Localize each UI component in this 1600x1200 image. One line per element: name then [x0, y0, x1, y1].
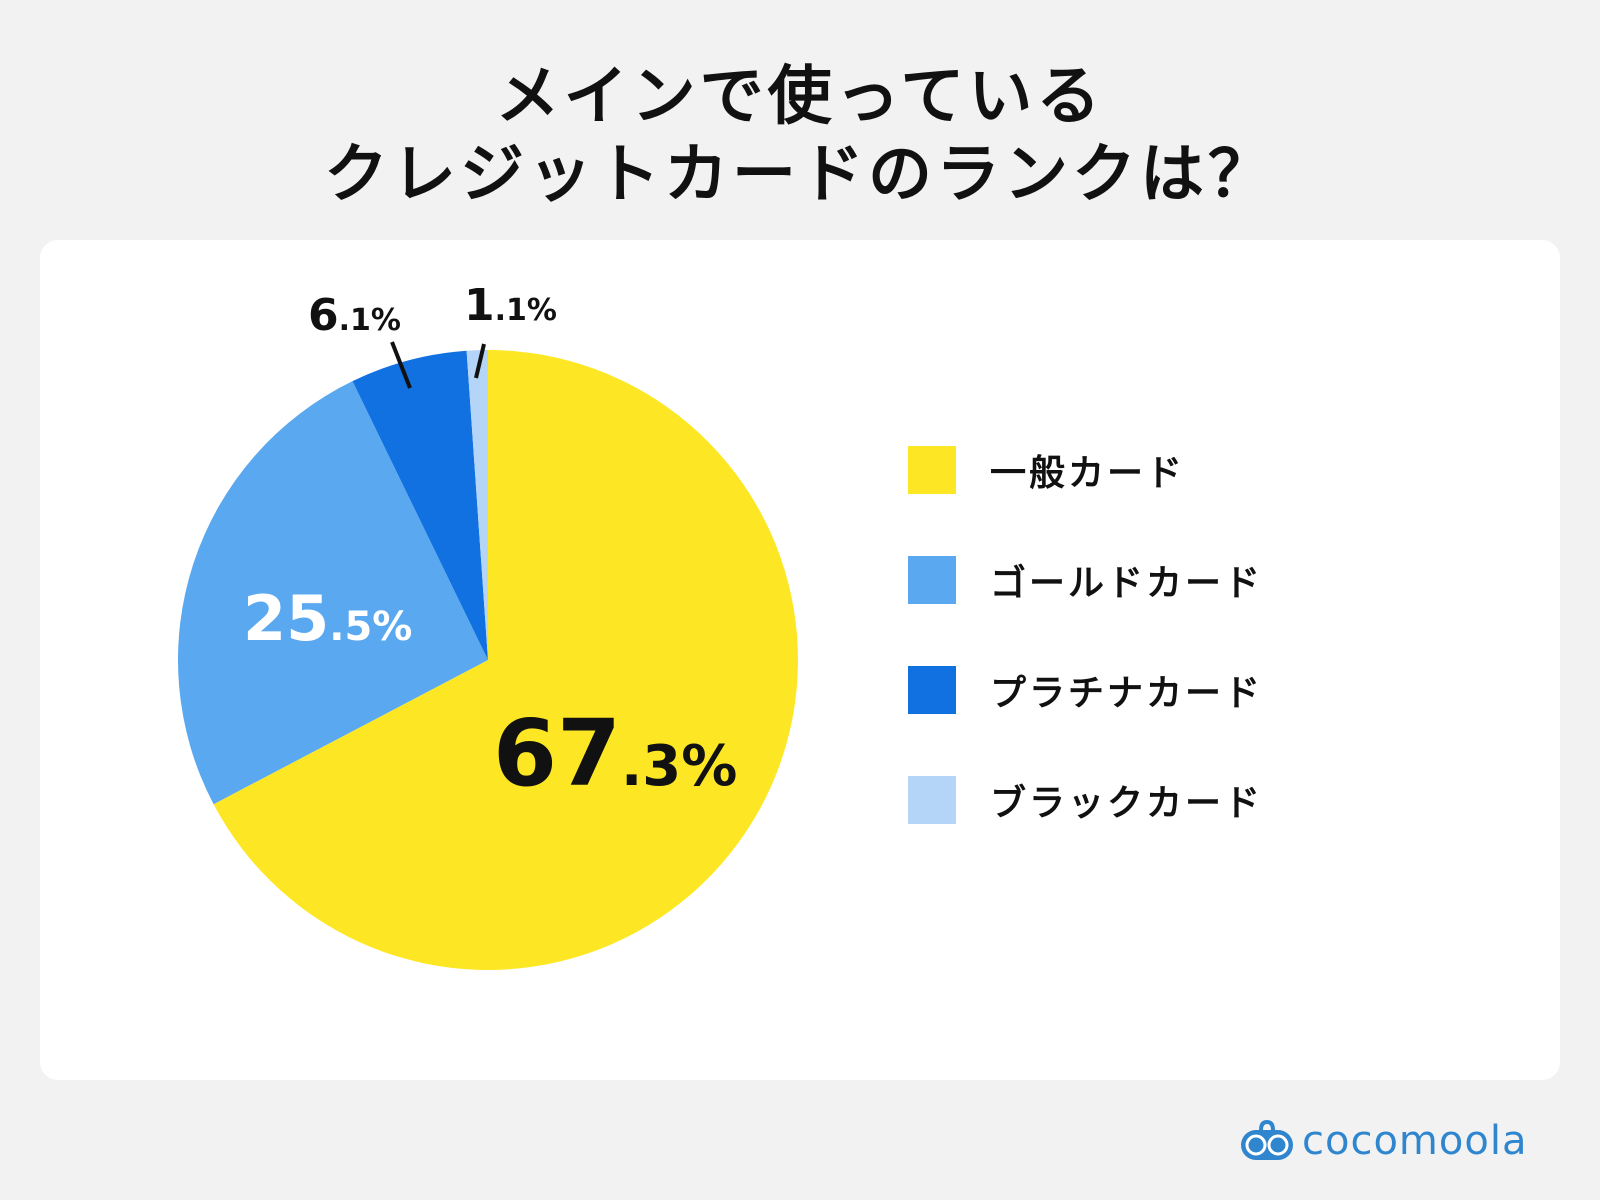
title-line-2: クレジットカードのランクは？ [324, 138, 1276, 212]
legend-item-general: 一般カード [908, 446, 1263, 494]
legend-item-gold: ゴールドカード [908, 556, 1263, 604]
legend-label: 一般カード [990, 453, 1186, 494]
legend-swatch [908, 556, 956, 604]
data-label-2: 6.1% [308, 290, 401, 341]
brand-logo: cocomoola [1240, 1118, 1527, 1164]
legend-label: ゴールドカード [990, 563, 1264, 604]
legend-label: プラチナカード [990, 673, 1264, 714]
pie-slice-2 [352, 350, 488, 660]
legend: 一般カード ゴールドカード プラチナカード ブラックカード [908, 446, 1263, 886]
legend-item-platinum: プラチナカード [908, 666, 1263, 714]
legend-swatch [908, 446, 956, 494]
legend-label: ブラックカード [990, 783, 1264, 824]
data-label-1: 25.5% [243, 582, 412, 655]
robot-face-icon [1241, 1120, 1293, 1160]
leader-line-0 [390, 341, 412, 389]
legend-swatch [908, 666, 956, 714]
chart-title: メインで使っている クレジットカードのランクは？ [0, 58, 1600, 214]
pie-slice-1 [178, 381, 488, 805]
title-line-1: メインで使っている [495, 60, 1105, 134]
legend-swatch [908, 776, 956, 824]
data-label-0: 67.3% [493, 700, 737, 807]
leader-line-1 [474, 343, 486, 379]
pie-slice-3 [466, 350, 488, 660]
legend-item-black: ブラックカード [908, 776, 1263, 824]
pie-slice-0 [213, 350, 798, 971]
data-label-3: 1.1% [464, 280, 557, 331]
brand-name: cocomoola [1302, 1118, 1528, 1164]
